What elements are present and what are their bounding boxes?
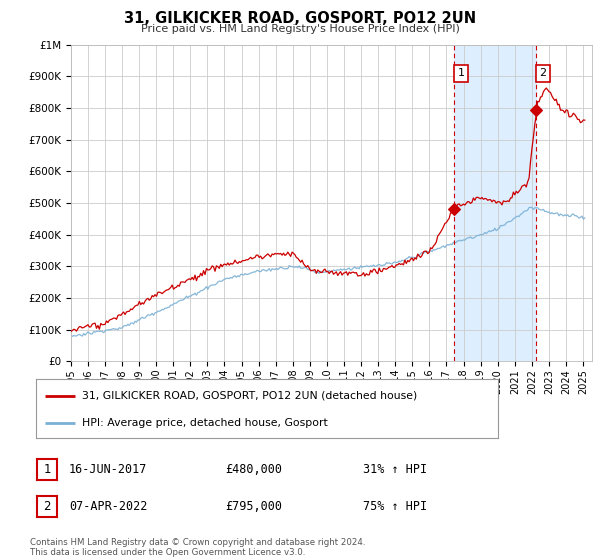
- Point: [449, 205, 459, 214]
- Text: 31% ↑ HPI: 31% ↑ HPI: [363, 463, 427, 476]
- Text: 2: 2: [43, 500, 51, 514]
- Text: Contains HM Land Registry data © Crown copyright and database right 2024.
This d: Contains HM Land Registry data © Crown c…: [30, 538, 365, 557]
- Text: 1: 1: [457, 68, 464, 78]
- Text: 31, GILKICKER ROAD, GOSPORT, PO12 2UN (detached house): 31, GILKICKER ROAD, GOSPORT, PO12 2UN (d…: [82, 390, 418, 400]
- Point: [532, 105, 541, 114]
- Text: 31, GILKICKER ROAD, GOSPORT, PO12 2UN: 31, GILKICKER ROAD, GOSPORT, PO12 2UN: [124, 11, 476, 26]
- Text: 07-APR-2022: 07-APR-2022: [69, 500, 148, 514]
- Text: £480,000: £480,000: [225, 463, 282, 476]
- Text: HPI: Average price, detached house, Gosport: HPI: Average price, detached house, Gosp…: [82, 418, 328, 428]
- Text: £795,000: £795,000: [225, 500, 282, 514]
- Bar: [454, 45, 536, 361]
- Text: 1: 1: [43, 463, 51, 476]
- Text: Price paid vs. HM Land Registry's House Price Index (HPI): Price paid vs. HM Land Registry's House …: [140, 24, 460, 34]
- Text: 16-JUN-2017: 16-JUN-2017: [69, 463, 148, 476]
- Text: 2: 2: [539, 68, 547, 78]
- Text: 75% ↑ HPI: 75% ↑ HPI: [363, 500, 427, 514]
